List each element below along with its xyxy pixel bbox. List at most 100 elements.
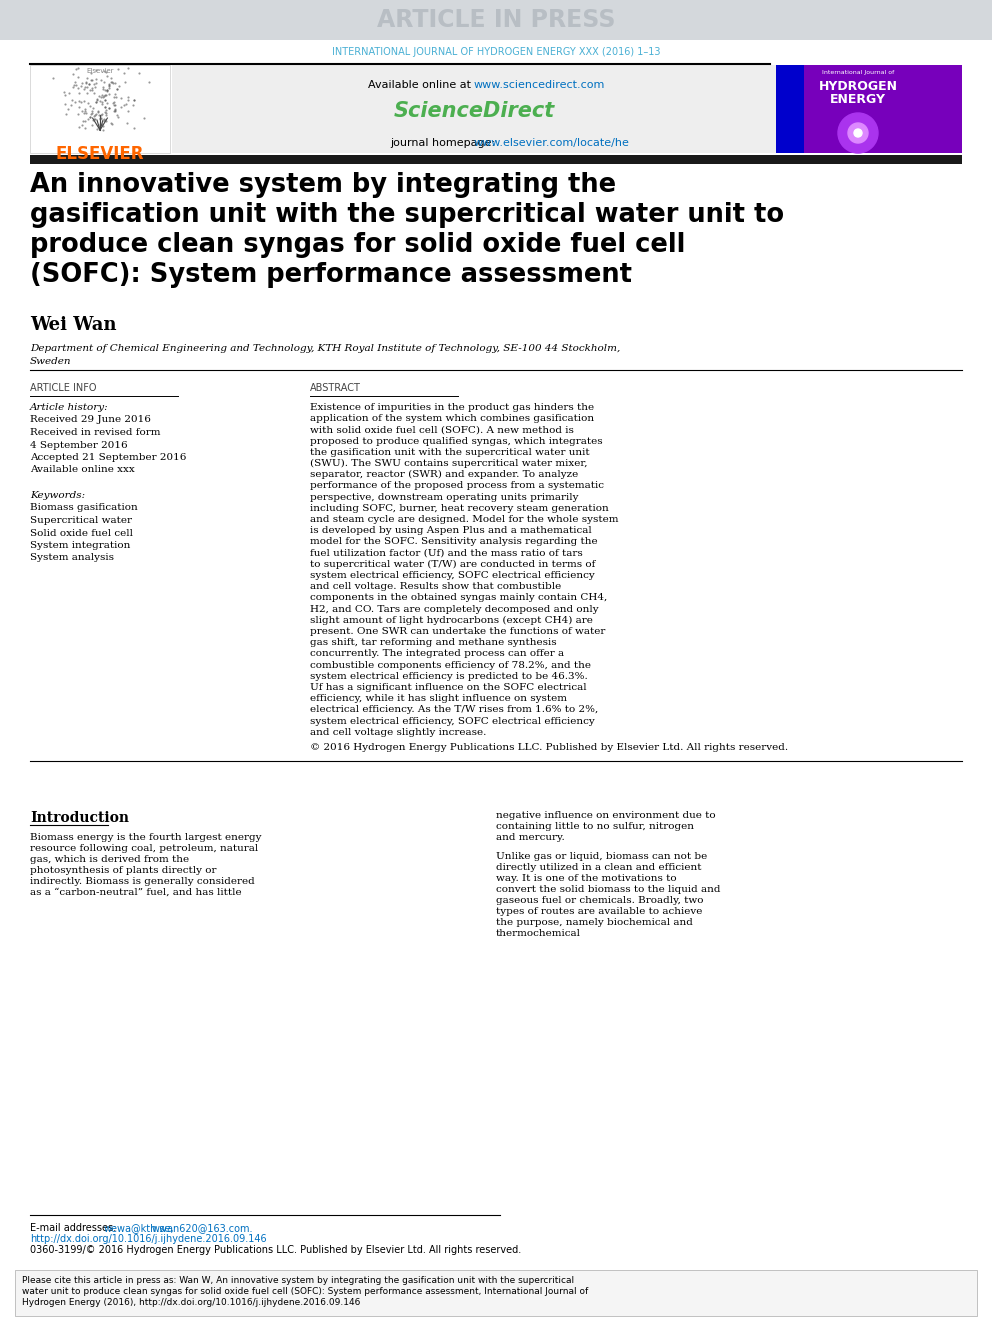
Point [126, 89, 142, 110]
Point [113, 87, 129, 108]
Point [76, 110, 92, 131]
Point [93, 87, 109, 108]
Text: water unit to produce clean syngas for solid oxide fuel cell (SOFC): System perf: water unit to produce clean syngas for s… [22, 1287, 588, 1297]
Text: System integration: System integration [30, 541, 130, 550]
Point [83, 103, 99, 124]
Text: Introduction: Introduction [30, 811, 129, 826]
Point [80, 93, 96, 114]
Point [70, 103, 86, 124]
Point [81, 73, 97, 94]
Point [79, 77, 95, 98]
Point [85, 98, 101, 119]
Point [93, 91, 109, 112]
Text: efficiency, while it has slight influence on system: efficiency, while it has slight influenc… [310, 695, 567, 704]
Point [82, 62, 98, 83]
Point [97, 85, 113, 106]
Point [87, 91, 103, 112]
Point [73, 91, 89, 112]
Point [98, 62, 114, 83]
Point [97, 79, 113, 101]
Point [104, 71, 120, 93]
Point [96, 97, 112, 118]
Text: ARTICLE INFO: ARTICLE INFO [30, 382, 96, 393]
Text: application of the system which combines gasification: application of the system which combines… [310, 414, 594, 423]
Text: separator, reactor (SWR) and expander. To analyze: separator, reactor (SWR) and expander. T… [310, 470, 578, 479]
Text: and mercury.: and mercury. [496, 833, 564, 841]
Point [70, 67, 86, 89]
Text: System analysis: System analysis [30, 553, 114, 562]
Point [88, 73, 104, 94]
Text: produce clean syngas for solid oxide fuel cell: produce clean syngas for solid oxide fue… [30, 232, 685, 258]
Point [88, 91, 104, 112]
Text: ARTICLE IN PRESS: ARTICLE IN PRESS [377, 8, 615, 32]
Text: An innovative system by integrating the: An innovative system by integrating the [30, 172, 616, 198]
Point [65, 64, 81, 85]
Point [86, 82, 102, 103]
Point [92, 90, 108, 111]
Point [125, 94, 141, 115]
Point [119, 112, 135, 134]
Point [71, 91, 87, 112]
Text: fuel utilization factor (Uf) and the mass ratio of tars: fuel utilization factor (Uf) and the mas… [310, 549, 582, 557]
Text: concurrently. The integrated process can offer a: concurrently. The integrated process can… [310, 650, 564, 659]
Text: HYDROGEN: HYDROGEN [818, 79, 898, 93]
Text: Received in revised form: Received in revised form [30, 429, 161, 437]
Bar [172, 65, 776, 153]
Point [88, 69, 104, 90]
Point [96, 71, 112, 93]
Point [90, 101, 106, 122]
Point [102, 67, 118, 89]
Point [141, 71, 157, 93]
Text: INTERNATIONAL JOURNAL OF HYDROGEN ENERGY XXX (2016) 1–13: INTERNATIONAL JOURNAL OF HYDROGEN ENERGY… [331, 48, 661, 57]
Point [70, 97, 86, 118]
Point [97, 110, 113, 131]
Point [110, 106, 126, 127]
Bar [30, 155, 962, 164]
Text: and cell voltage. Results show that combustible: and cell voltage. Results show that comb… [310, 582, 561, 591]
Point [75, 102, 91, 123]
Point [101, 98, 117, 119]
Circle shape [848, 123, 868, 143]
Text: the purpose, namely biochemical and: the purpose, namely biochemical and [496, 918, 692, 927]
Point [82, 107, 98, 128]
Point [108, 86, 124, 107]
Text: wewa@kth.se,: wewa@kth.se, [104, 1222, 175, 1233]
Point [96, 110, 112, 131]
Point [74, 101, 90, 122]
Text: resource following coal, petroleum, natural: resource following coal, petroleum, natu… [30, 844, 258, 853]
Point [120, 86, 136, 107]
Point [99, 93, 115, 114]
Text: indirectly. Biomass is generally considered: indirectly. Biomass is generally conside… [30, 877, 255, 886]
Point [79, 108, 95, 130]
Point [97, 97, 113, 118]
Point [82, 95, 98, 116]
Text: Existence of impurities in the product gas hinders the: Existence of impurities in the product g… [310, 404, 594, 411]
Point [97, 89, 113, 110]
Text: E-mail addresses:: E-mail addresses: [30, 1222, 119, 1233]
Text: ScienceDirect: ScienceDirect [394, 101, 555, 120]
Text: to supercritical water (T/W) are conducted in terms of: to supercritical water (T/W) are conduct… [310, 560, 595, 569]
Point [74, 115, 90, 136]
Point [77, 118, 93, 139]
Point [95, 115, 111, 136]
Text: types of routes are available to achieve: types of routes are available to achieve [496, 908, 702, 916]
Point [83, 69, 99, 90]
Point [116, 95, 132, 116]
Text: combustible components efficiency of 78.2%, and the: combustible components efficiency of 78.… [310, 660, 591, 669]
Point [82, 79, 98, 101]
Point [84, 77, 100, 98]
Point [137, 107, 153, 128]
Point [104, 114, 120, 135]
Point [95, 87, 111, 108]
Point [116, 62, 132, 83]
Text: the gasification unit with the supercritical water unit: the gasification unit with the supercrit… [310, 447, 589, 456]
Point [88, 89, 104, 110]
Point [98, 102, 114, 123]
Text: model for the SOFC. Sensitivity analysis regarding the: model for the SOFC. Sensitivity analysis… [310, 537, 597, 546]
Point [126, 90, 142, 111]
Point [85, 110, 101, 131]
Text: is developed by using Aspen Plus and a mathematical: is developed by using Aspen Plus and a m… [310, 527, 592, 536]
Text: system electrical efficiency, SOFC electrical efficiency: system electrical efficiency, SOFC elect… [310, 717, 595, 725]
Point [88, 60, 104, 81]
Point [92, 107, 108, 128]
